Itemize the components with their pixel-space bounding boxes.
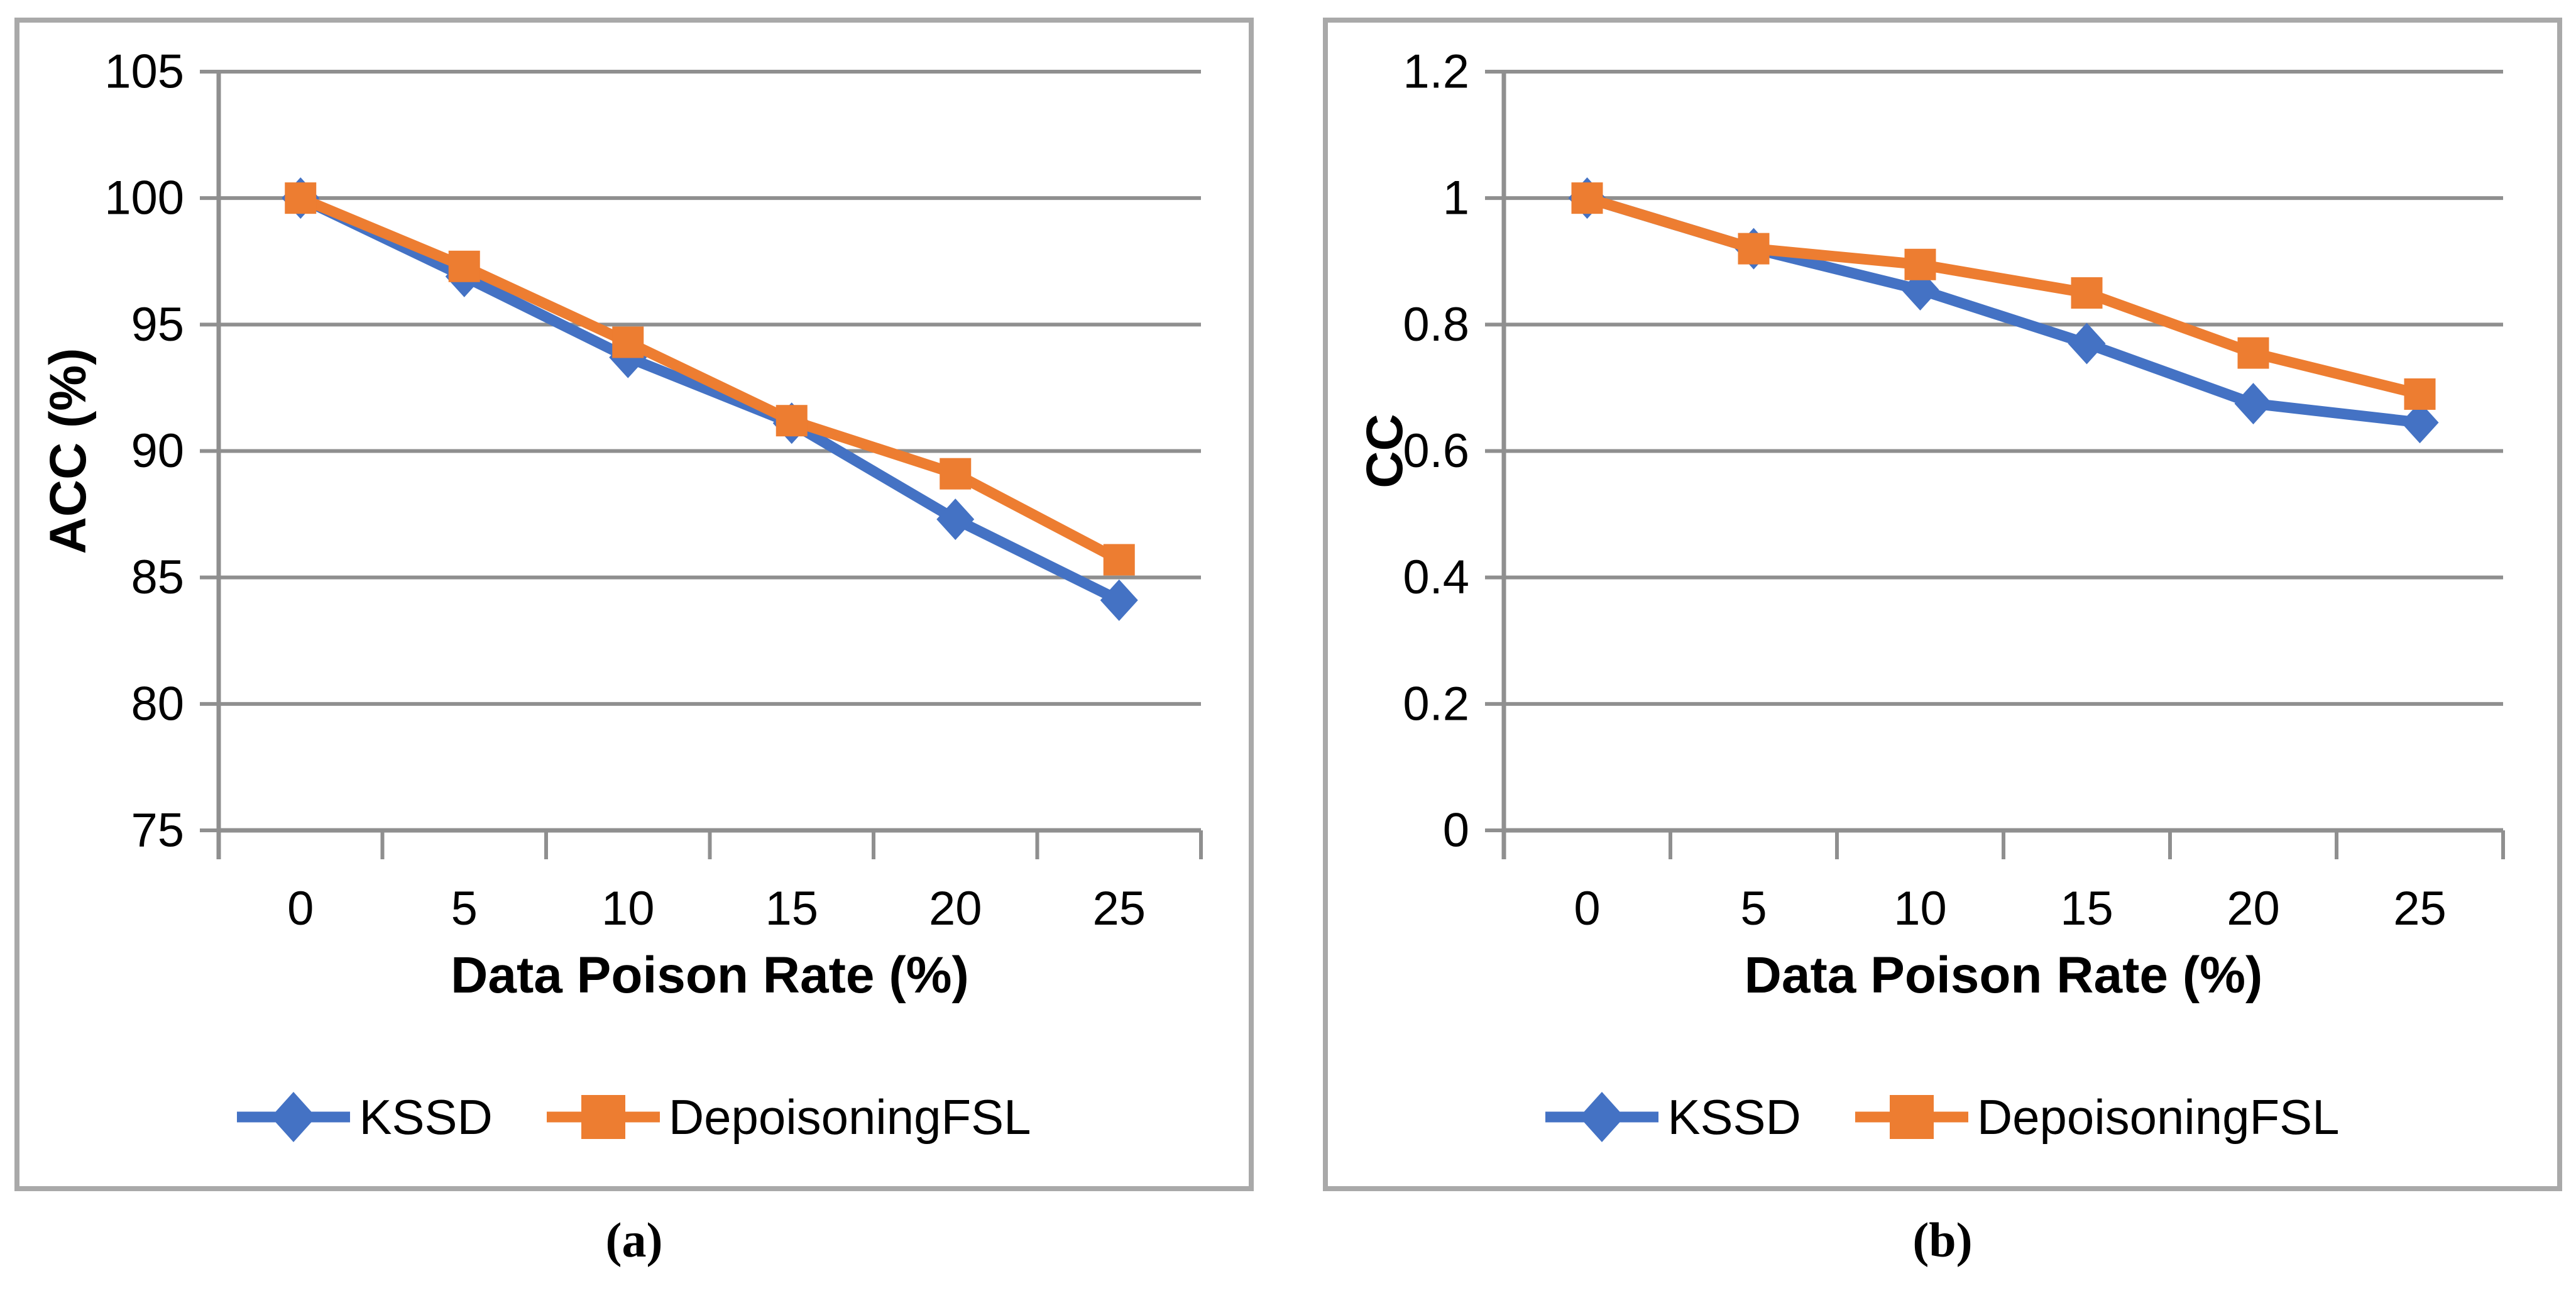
chart-a-svg: 75 80 85 90 95 100 105 0 5 10 15 20 25 Data Poison Ra… [40, 45, 1203, 1004]
caption-a: (a) [605, 1213, 663, 1267]
y-tick-label: 75 [131, 804, 184, 857]
kssd-series-line [295, 192, 1125, 606]
x-axis-title: Data Poison Rate (%) [451, 947, 969, 1004]
x-tick-label: 25 [2393, 882, 2447, 935]
chart-b-svg: 0 0.2 0.4 0.6 0.8 1 1.2 0 5 10 15 20 25 Data Poison R… [1356, 45, 2505, 1004]
legend-label-depoisoningfsl: DepoisoningFSL [668, 1089, 1031, 1145]
y-tick-label: 0 [1443, 804, 1469, 857]
depoisoningfsl-series-square-marker [940, 458, 972, 490]
depoisoningfsl-series-line [295, 192, 1125, 566]
y-tick-label: 105 [104, 45, 184, 99]
x-tick-label: 5 [1740, 882, 1767, 935]
depoisoningfsl-series-square-marker [1738, 233, 1770, 265]
legend-diamond-marker [271, 1092, 317, 1142]
y-tick-label: 1 [1443, 172, 1469, 225]
depoisoningfsl-series-square-marker [1571, 182, 1603, 214]
legend-item-depoisoningfsl: DepoisoningFSL [1855, 1087, 2340, 1147]
legend-label-kssd: KSSD [1667, 1089, 1801, 1145]
y-tick-label: 100 [104, 172, 184, 225]
depoisoningfsl-series-line [1582, 192, 2425, 400]
kssd-series-diamond-marker [2068, 322, 2106, 365]
depoisoningfsl-series-square-marker [1103, 544, 1135, 576]
depoisoningfsl-series-square-marker [1904, 248, 1936, 280]
x-tick-label: 20 [2227, 882, 2280, 935]
depoisoningfsl-series-square-marker [776, 405, 808, 437]
x-tick-label: 10 [601, 882, 655, 935]
x-tick-label: 15 [2060, 882, 2113, 935]
legend-label-kssd: KSSD [359, 1089, 493, 1145]
legend-diamond-marker [1579, 1092, 1625, 1142]
kssd-series-diamond-marker [2234, 383, 2272, 425]
depoisoningfsl-series-square-marker [612, 326, 644, 358]
legend-label-depoisoningfsl: DepoisoningFSL [1976, 1089, 2340, 1145]
y-tick-label: 0.4 [1403, 551, 1469, 604]
depoisoningfsl-series-square-marker [2071, 277, 2103, 309]
legend-b: KSSD DepoisoningFSL [1328, 1087, 2557, 1147]
x-tick-label: 10 [1894, 882, 1947, 935]
kssd-series-diamond-marker [936, 498, 975, 541]
x-tick-label: 5 [451, 882, 478, 935]
legend-item-depoisoningfsl: DepoisoningFSL [546, 1087, 1031, 1147]
kssd-line-diamond-swatch-icon [1545, 1092, 1659, 1142]
y-tick-label: 1.2 [1403, 45, 1469, 99]
y-tick-label: 95 [131, 298, 184, 351]
x-tick-label: 0 [287, 882, 314, 935]
y-axis-title: CC [1356, 414, 1413, 488]
y-axis-title: ACC (%) [40, 348, 97, 554]
depoisoningfsl-series-square-marker [448, 250, 480, 282]
y-tick-label: 0.8 [1403, 298, 1469, 351]
depoisoningfsl-line-square-swatch-icon [1855, 1095, 1968, 1139]
chart-panel-a: 75 80 85 90 95 100 105 0 5 10 15 20 25 Data Poison Ra… [14, 18, 1254, 1191]
depoisoningfsl-series-square-marker [2237, 337, 2269, 369]
depoisoningfsl-series-square-marker [2404, 378, 2436, 410]
kssd-series-diamond-marker [2401, 402, 2439, 444]
kssd-line-diamond-swatch-icon [237, 1092, 351, 1142]
y-tick-label: 0.6 [1403, 424, 1469, 478]
kssd-series-diamond-marker [1100, 579, 1138, 621]
x-tick-label: 20 [929, 882, 982, 935]
x-tick-label: 15 [765, 882, 818, 935]
chart-panel-b: 0 0.2 0.4 0.6 0.8 1 1.2 0 5 10 15 20 25 Data Poison R… [1323, 18, 2562, 1191]
y-tick-label: 0.2 [1403, 677, 1469, 730]
x-tick-label: 0 [1574, 882, 1600, 935]
y-tick-label: 85 [131, 551, 184, 604]
legend-square-marker [1889, 1095, 1934, 1139]
y-tick-label: 90 [131, 424, 184, 478]
legend-item-kssd: KSSD [1545, 1087, 1801, 1147]
legend-square-marker [581, 1095, 625, 1139]
legend-a: KSSD DepoisoningFSL [19, 1087, 1249, 1147]
caption-b: (b) [1912, 1213, 1973, 1267]
depoisoningfsl-line-square-swatch-icon [546, 1095, 660, 1139]
depoisoningfsl-series-square-marker [285, 182, 317, 214]
y-tick-label: 80 [131, 677, 184, 730]
x-axis-title: Data Poison Rate (%) [1745, 947, 2263, 1004]
legend-item-kssd: KSSD [237, 1087, 493, 1147]
x-tick-label: 25 [1092, 882, 1146, 935]
